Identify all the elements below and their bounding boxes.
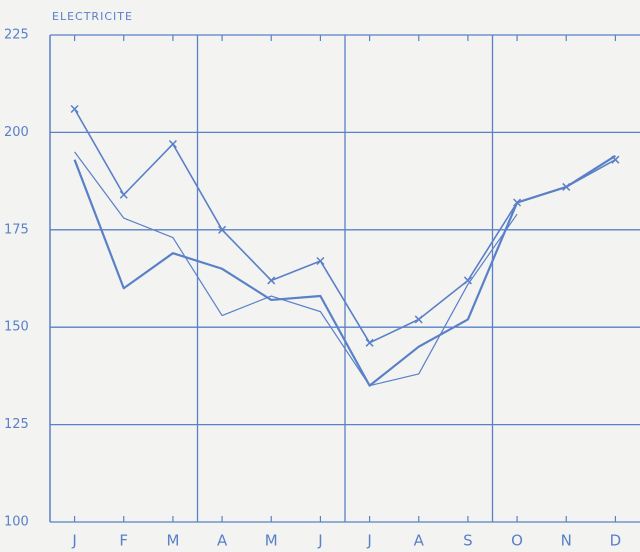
x-tick-label: M (265, 532, 278, 550)
x-tick-label: F (119, 532, 128, 550)
x-tick-label: J (366, 532, 371, 550)
point-marker (365, 338, 374, 347)
x-tick-label: M (166, 532, 179, 550)
chart-title: ELECTRICITE (52, 10, 133, 23)
point-marker (463, 276, 472, 285)
x-tick-label: A (414, 532, 425, 550)
point-marker (218, 225, 227, 234)
x-tick-label: D (610, 532, 622, 550)
point-marker (414, 315, 423, 324)
x-tick-label: J (71, 532, 76, 550)
y-tick-label: 150 (4, 320, 29, 335)
point-marker (70, 104, 79, 114)
y-tick-label: 200 (4, 125, 29, 140)
x-tick-label: A (217, 532, 228, 550)
x-tick-label: N (561, 532, 572, 550)
point-marker (267, 276, 276, 285)
x-tick-label: J (317, 532, 322, 550)
y-tick-label: 100 (4, 515, 29, 530)
point-marker (119, 190, 128, 199)
point-marker (168, 140, 177, 149)
y-tick-label: 125 (4, 417, 29, 432)
series-line (74, 151, 518, 387)
y-tick-label: 225 (4, 28, 29, 43)
x-tick-label: S (463, 532, 473, 550)
point-marker (316, 256, 325, 265)
series-line (73, 154, 617, 387)
y-tick-label: 175 (4, 222, 29, 237)
x-tick-label: O (511, 532, 523, 550)
